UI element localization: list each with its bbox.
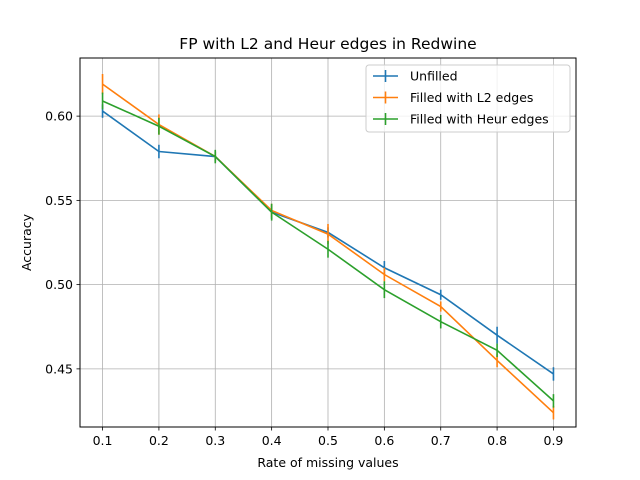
y-tick-label: 0.45: [45, 361, 73, 376]
y-axis-ticks: 0.45 0.50 0.55 0.60: [45, 109, 80, 376]
y-axis-label: Accuracy: [19, 213, 34, 271]
x-tick-label: 0.3: [205, 433, 225, 448]
x-tick-label: 0.9: [544, 433, 564, 448]
x-tick-label: 0.2: [149, 433, 169, 448]
legend-label: Unfilled: [410, 69, 458, 84]
legend-box: [365, 64, 571, 133]
x-tick-label: 0.6: [374, 433, 394, 448]
y-tick-label: 0.50: [45, 277, 73, 292]
x-axis-ticks: 0.1 0.2 0.3 0.4 0.5 0.6 0.7 0.8 0.9: [93, 427, 564, 448]
x-axis-label: Rate of missing values: [257, 455, 398, 470]
legend: Unfilled Filled with L2 edges Filled with …: [365, 64, 571, 133]
series-3: [101, 92, 555, 408]
x-tick-label: 0.4: [262, 433, 282, 448]
series-layer: [101, 74, 555, 420]
x-tick-label: 0.5: [318, 433, 338, 448]
x-tick-label: 0.1: [93, 433, 113, 448]
y-tick-label: 0.60: [45, 109, 73, 124]
x-tick-label: 0.8: [487, 433, 507, 448]
legend-label: Filled with Heur edges: [410, 112, 549, 127]
legend-label: Filled with L2 edges: [410, 90, 533, 105]
chart-title: FP with L2 and Heur edges in Redwine: [179, 35, 476, 53]
x-tick-label: 0.7: [431, 433, 451, 448]
y-tick-label: 0.55: [45, 193, 73, 208]
